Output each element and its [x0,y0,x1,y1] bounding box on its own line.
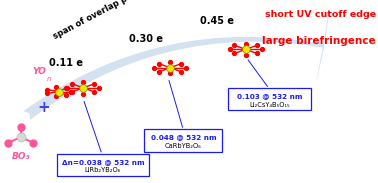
Text: 0.45 e: 0.45 e [200,16,234,26]
FancyBboxPatch shape [57,154,149,176]
Text: short UV cutoff edge: short UV cutoff edge [265,10,376,19]
FancyBboxPatch shape [144,129,222,152]
Text: 0.103 @ 532 nm: 0.103 @ 532 nm [237,93,302,99]
Text: LiRb₂YB₂O₆: LiRb₂YB₂O₆ [85,167,121,173]
Text: n: n [47,76,51,82]
Text: 0.048 @ 532 nm: 0.048 @ 532 nm [150,134,216,140]
Text: 0.30 e: 0.30 e [129,34,163,44]
Text: CaRbYB₂O₆: CaRbYB₂O₆ [165,143,202,149]
Text: Li₂CsY₄B₅O₁₅: Li₂CsY₄B₅O₁₅ [249,102,290,108]
Text: BO₃: BO₃ [12,152,30,161]
Text: YO: YO [33,67,46,76]
FancyBboxPatch shape [228,88,311,110]
Text: Δn=0.038 @ 532 nm: Δn=0.038 @ 532 nm [62,159,144,165]
Text: span of overlap population: span of overlap population [51,0,168,41]
Text: large birefringence: large birefringence [262,36,376,46]
Text: +: + [37,100,50,115]
Text: 0.11 e: 0.11 e [49,58,83,68]
